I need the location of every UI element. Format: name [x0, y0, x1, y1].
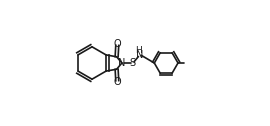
Text: S: S — [129, 58, 136, 68]
Text: O: O — [113, 39, 121, 49]
Text: O: O — [113, 77, 121, 87]
Text: H: H — [135, 46, 142, 55]
Text: N: N — [136, 50, 143, 60]
Text: N: N — [118, 58, 126, 68]
